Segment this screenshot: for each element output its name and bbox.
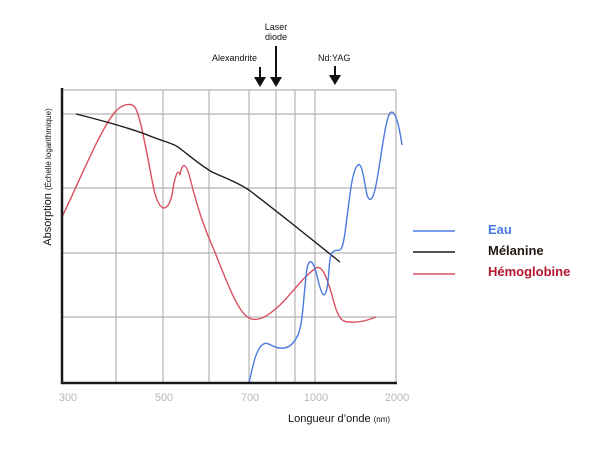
x-tick-2000: 2000 bbox=[384, 392, 410, 404]
label-laser-diode-line2: diode bbox=[264, 32, 288, 42]
legend-label-melanine: Mélanine bbox=[488, 243, 544, 258]
y-axis-label-text: Absorption bbox=[42, 193, 54, 246]
label-laser-diode: Laser diode bbox=[262, 22, 290, 42]
label-laser-diode-line1: Laser bbox=[264, 22, 288, 32]
grid bbox=[62, 89, 397, 383]
series-eau bbox=[248, 111, 403, 384]
label-alexandrite: Alexandrite bbox=[212, 53, 258, 63]
x-tick-700: 700 bbox=[240, 392, 260, 404]
x-axis-unit: (nm) bbox=[373, 415, 391, 424]
y-axis-note: (Échelle logarithmique) bbox=[44, 108, 53, 191]
x-axis-label-text: Longueur d’onde bbox=[288, 413, 371, 425]
series-melanine bbox=[75, 113, 341, 263]
x-axis-label: Longueur d’onde (nm) bbox=[288, 413, 390, 425]
legend-label-hemoglobine: Hémoglobine bbox=[488, 264, 571, 279]
label-ndyag: Nd:YAG bbox=[318, 53, 351, 63]
x-tick-1000: 1000 bbox=[303, 392, 329, 404]
arrow-laser-diode-icon bbox=[270, 46, 282, 87]
legend-label-eau: Eau bbox=[488, 222, 512, 237]
arrow-ndyag-icon bbox=[329, 66, 341, 85]
x-tick-300: 300 bbox=[58, 392, 78, 404]
series-hemoglobine bbox=[61, 103, 377, 323]
y-axis-label: Absorption (Échelle logarithmique) bbox=[42, 108, 54, 245]
x-tick-500: 500 bbox=[154, 392, 174, 404]
arrow-alexandrite-icon bbox=[254, 67, 266, 87]
